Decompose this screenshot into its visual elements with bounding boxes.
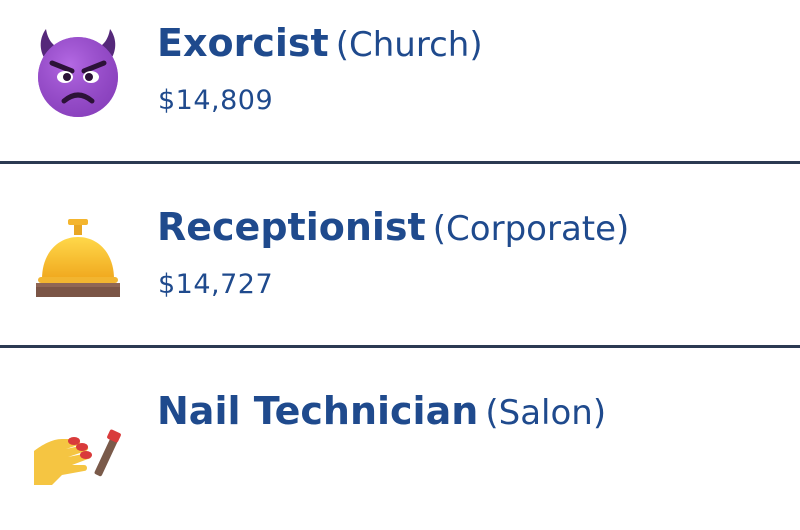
- job-salary: $14,727: [158, 269, 274, 300]
- row-divider: [0, 161, 800, 164]
- job-list-item-receptionist[interactable]: Receptionist (Corporate) $14,727: [0, 166, 800, 346]
- job-category: (Church): [335, 25, 483, 65]
- job-list-item-nail-technician[interactable]: Nail Technician (Salon): [0, 350, 800, 530]
- job-category: (Corporate): [432, 209, 630, 249]
- job-salary: $14,809: [158, 85, 274, 116]
- row-divider: [0, 345, 800, 348]
- job-list-item-exorcist[interactable]: Exorcist (Church) $14,809: [0, 0, 800, 162]
- job-title-line: Nail Technician (Salon): [157, 392, 606, 430]
- job-title: Receptionist: [157, 205, 426, 249]
- job-title-line: Receptionist (Corporate): [157, 208, 629, 246]
- job-title-line: Exorcist (Church): [157, 24, 483, 62]
- job-title: Exorcist: [157, 21, 329, 65]
- job-list: Exorcist (Church) $14,809: [0, 0, 800, 485]
- job-category: (Salon): [485, 393, 607, 433]
- bellhop-bell-icon: [32, 211, 124, 303]
- angry-devil-icon: [32, 27, 124, 119]
- job-title: Nail Technician: [157, 389, 479, 433]
- nail-polish-icon: [32, 395, 124, 487]
